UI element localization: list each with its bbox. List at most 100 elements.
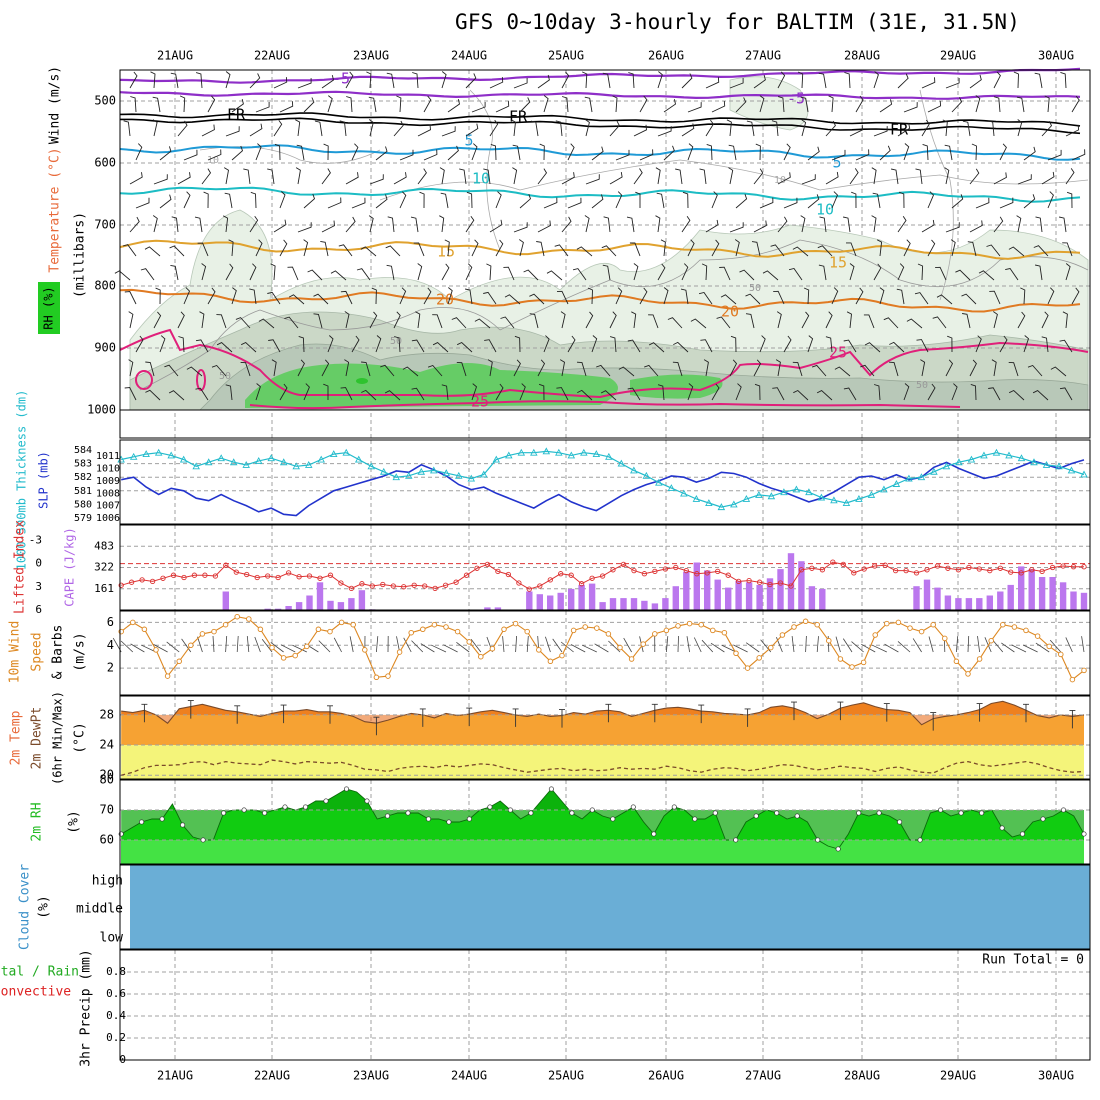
wind-barb (947, 335, 953, 353)
thickness-line (121, 450, 1085, 508)
rh2m-marker (262, 810, 268, 816)
wind-barb (432, 342, 449, 353)
wind-speed-marker (141, 626, 148, 633)
thickness-marker (617, 459, 626, 467)
wind-barb (207, 149, 222, 161)
wind-speed-marker (965, 671, 971, 677)
cape-bar (588, 583, 596, 610)
y-tick-precip: 0.4 (106, 1009, 126, 1022)
wind-speed-marker (536, 647, 542, 653)
lifted-index-marker (777, 580, 784, 586)
wind-barb (456, 361, 467, 377)
thickness-marker (630, 466, 638, 474)
rh2m-marker (139, 819, 145, 825)
wind10-barb (261, 639, 273, 653)
wind-barb (135, 143, 143, 161)
thickness-marker (129, 452, 138, 460)
wind-barb (1071, 287, 1080, 305)
wind-barb (195, 72, 203, 89)
wind-barb (728, 144, 737, 161)
date-label-bottom: 22AUG (254, 1069, 290, 1083)
wind-barb (201, 168, 212, 185)
wind-barb (327, 335, 334, 353)
wind-barb (225, 384, 233, 401)
wind-speed-marker (570, 627, 577, 634)
rh2m-marker (528, 810, 534, 816)
wind-barb (512, 167, 518, 185)
cape-bar (923, 579, 931, 610)
thickness-marker (505, 451, 513, 459)
wind-barb (130, 96, 137, 113)
wind-barb (490, 143, 497, 161)
rh2m-marker (1040, 816, 1046, 822)
wind-barb (969, 168, 980, 185)
thickness-marker (480, 470, 488, 478)
wind-barb (800, 215, 806, 233)
lifted-index-marker (851, 570, 857, 576)
thickness-marker (292, 462, 300, 470)
wind-barb (591, 194, 604, 209)
wind10-barb (570, 644, 586, 653)
lifted-index-marker (872, 563, 878, 569)
wind-barb (690, 318, 707, 329)
minmax-errorbar (698, 704, 705, 724)
rh2m-marker (364, 798, 370, 804)
wind-barb (135, 197, 150, 209)
wind-barb (321, 359, 330, 377)
lifted-index-marker (641, 571, 648, 577)
lifted-index-marker (924, 567, 930, 573)
isotherm-freezing (119, 112, 1081, 127)
wind-barb (792, 246, 809, 257)
wind-barb (889, 341, 905, 353)
lifted-index-marker (348, 585, 355, 592)
wind-barb (225, 71, 231, 89)
date-label-bottom: 24AUG (451, 1069, 487, 1083)
wind-barb (777, 71, 786, 89)
wind-barb (224, 192, 233, 209)
wind-barb (556, 290, 569, 305)
minmax-errorbar (559, 709, 565, 728)
rh2m-marker (302, 804, 309, 810)
minmax-errorbar (1069, 709, 1076, 729)
lifted-index-marker (306, 573, 313, 579)
contour-label: -5 (787, 90, 805, 108)
rh2m-marker (917, 837, 923, 843)
ylabel-cloud-unit: (%) (37, 895, 52, 918)
wind-barb (716, 316, 731, 329)
cape-bar (337, 602, 345, 610)
lifted-index-marker (798, 567, 805, 573)
wind-barb (962, 313, 971, 329)
lifted-index-marker (788, 583, 794, 589)
wind-barb (346, 96, 353, 113)
thickness-marker (780, 488, 788, 496)
lifted-index-marker (181, 574, 187, 581)
minmax-errorbar (373, 716, 380, 736)
panel-frame-precip (119, 949, 1091, 1061)
wind-barb (195, 387, 209, 401)
wind-speed-marker (431, 621, 438, 628)
wind-barb (818, 264, 827, 281)
wind-speed-marker (164, 673, 171, 679)
rh2m-marker (815, 837, 821, 843)
wind-barb (788, 267, 803, 281)
wind-barb (465, 263, 473, 281)
wind-barb (471, 143, 478, 161)
wind-speed-marker (385, 673, 391, 679)
wind-barb (873, 71, 879, 89)
cape-bar (609, 598, 617, 610)
wind-barb (145, 389, 161, 401)
thickness-marker (329, 450, 338, 458)
thickness-marker (167, 451, 175, 459)
wind-barb (1032, 390, 1049, 401)
wind-barb (159, 146, 172, 161)
wind-barb (807, 194, 820, 209)
wind-barb (459, 168, 467, 185)
y-tick-pressure: 600 (94, 156, 116, 170)
wind-barb (399, 149, 414, 161)
wind-barb (140, 268, 155, 281)
lifted-index-marker (1049, 564, 1056, 571)
minmax-errorbar (187, 700, 194, 719)
wind-barb (321, 168, 331, 185)
wind-barb (303, 383, 310, 401)
thickness-marker (367, 462, 376, 470)
